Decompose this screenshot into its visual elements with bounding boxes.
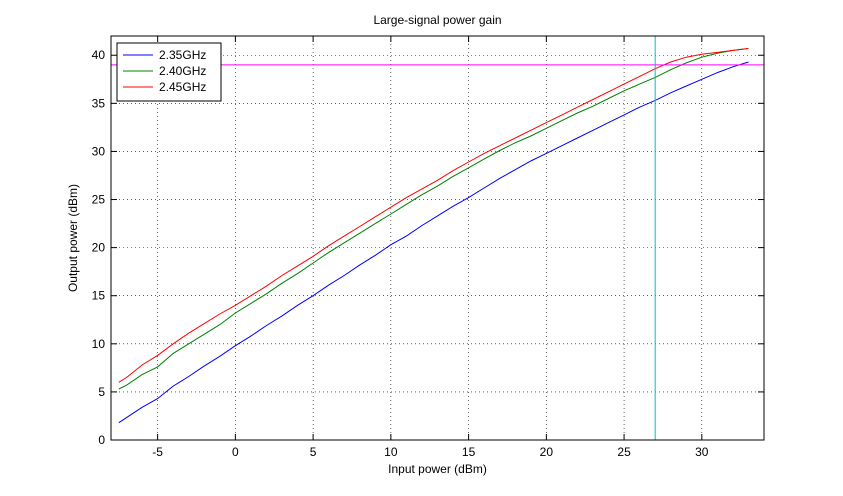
series-layer [118, 48, 749, 424]
y-tick-label: 20 [92, 241, 106, 255]
x-tick-label: 30 [695, 445, 709, 459]
ticks: -5 0 5 10 15 20 25 30 0 5 10 15 20 25 30 35 40 [92, 36, 764, 459]
x-axis-label: Input power (dBm) [388, 462, 487, 476]
y-tick-label: 30 [92, 144, 106, 158]
legend: 2.35GHz 2.40GHz 2.45GHz [116, 42, 222, 102]
y-tick-label: 25 [92, 193, 106, 207]
series-line-2.35GHz [118, 61, 749, 424]
legend-label: 2.40GHz [159, 64, 206, 78]
y-tick-label: 40 [92, 48, 106, 62]
series-line-2.45GHz [118, 48, 749, 383]
y-tick-label: 0 [98, 433, 105, 447]
legend-label: 2.45GHz [159, 80, 206, 94]
x-tick-label: 0 [232, 445, 239, 459]
x-tick-label: 20 [540, 445, 554, 459]
x-tick-label: 5 [310, 445, 317, 459]
series-line-2.40GHz [118, 48, 749, 390]
x-tick-label: -5 [152, 445, 163, 459]
legend-label: 2.35GHz [159, 48, 206, 62]
x-tick-label: 25 [617, 445, 631, 459]
y-tick-label: 10 [92, 337, 106, 351]
y-tick-label: 15 [92, 289, 106, 303]
chart-title: Large-signal power gain [373, 13, 501, 27]
x-tick-label: 15 [462, 445, 476, 459]
y-tick-label: 35 [92, 96, 106, 110]
legend-box [116, 42, 222, 102]
y-tick-label: 5 [98, 385, 105, 399]
plot-border [110, 35, 765, 441]
y-axis-label: Output power (dBm) [66, 184, 80, 292]
x-tick-label: 10 [384, 445, 398, 459]
